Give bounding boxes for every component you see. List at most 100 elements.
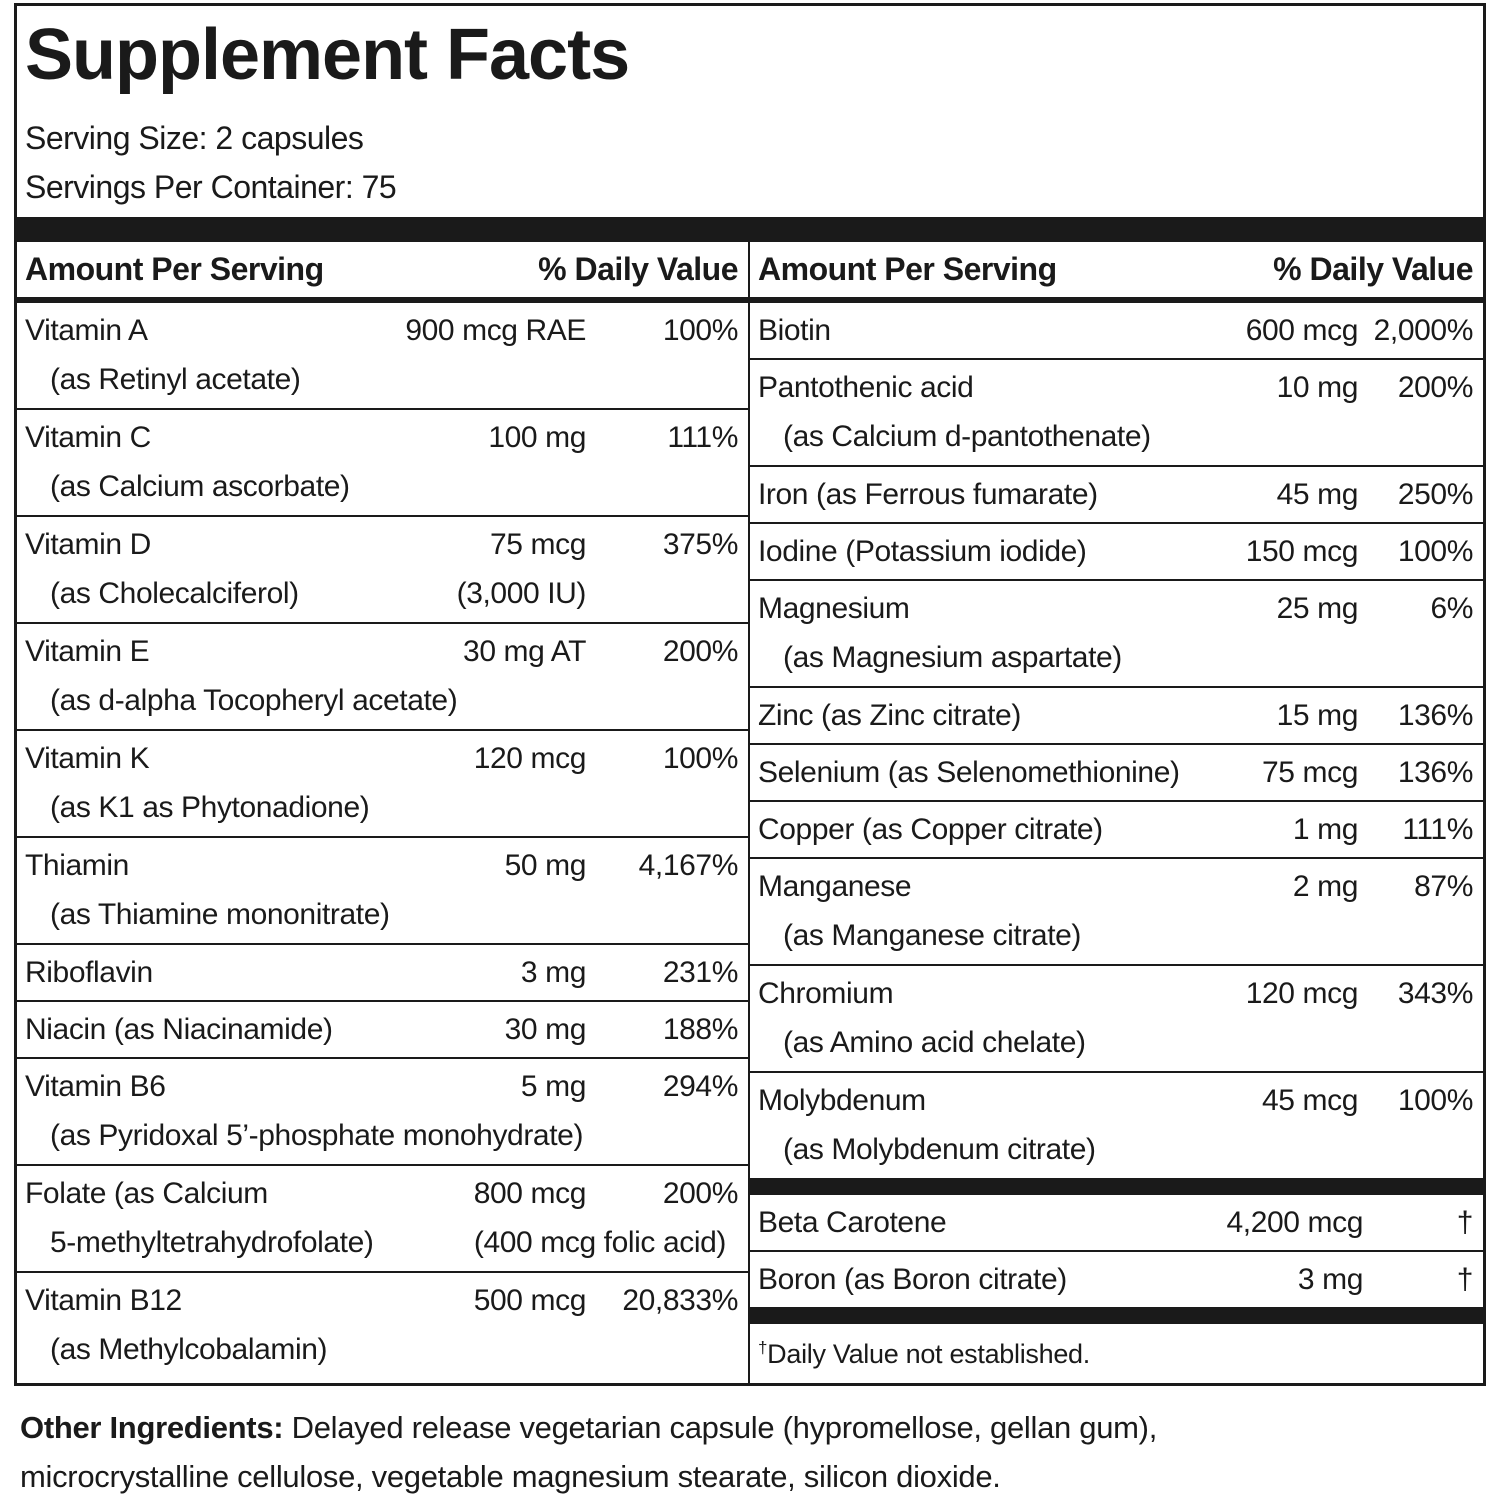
nutrient-row: Riboflavin 3 mg 231% bbox=[17, 945, 748, 1002]
nutrient-amount: 75 mcg bbox=[1262, 756, 1358, 789]
header-daily-value: % Daily Value bbox=[538, 251, 738, 287]
nutrient-name: Vitamin B12 bbox=[25, 1284, 182, 1317]
serving-size: Serving Size: 2 capsules bbox=[25, 120, 364, 156]
header-amount: Amount Per Serving bbox=[25, 251, 324, 287]
nutrient-row: Vitamin A 900 mcg RAE 100% (as Retinyl acet… bbox=[17, 303, 748, 410]
nutrient-daily-value: 100% bbox=[662, 742, 739, 775]
nutrient-amount: 30 mg AT bbox=[463, 635, 586, 668]
header-daily-value: % Daily Value bbox=[1273, 251, 1473, 287]
nutrient-daily-value: 111% bbox=[1402, 813, 1473, 846]
right-column: Amount Per Serving % Daily Value Biotin 600… bbox=[750, 242, 1483, 1383]
nutrient-daily-value: 136% bbox=[1397, 699, 1474, 732]
nutrient-daily-value: 100% bbox=[1397, 1084, 1474, 1117]
nutrient-row: Vitamin B6 5 mg 294% (as Pyridoxal 5’-phosp… bbox=[17, 1059, 748, 1166]
nutrient-daily-value: 200% bbox=[1397, 371, 1474, 404]
nutrient-row: Vitamin K 120 mcg 100% (as K1 as Phytonadio… bbox=[17, 731, 748, 838]
nutrient-row: Boron (as Boron citrate) 3 mg † bbox=[750, 1252, 1483, 1309]
divider-bar bbox=[750, 1180, 1483, 1195]
nutrient-daily-value: 87% bbox=[1414, 870, 1473, 903]
left-column: Amount Per Serving % Daily Value Vitamin A… bbox=[17, 242, 750, 1383]
nutrient-row: Molybdenum 45 mcg 100% (as Molybdenum citra… bbox=[750, 1073, 1483, 1180]
nutrient-amount-detail: (400 mcg folic acid) bbox=[473, 1226, 727, 1259]
nutrient-name: Selenium (as Selenomethionine) bbox=[758, 756, 1180, 789]
nutrient-amount: 10 mg bbox=[1276, 371, 1359, 404]
nutrient-name: Vitamin B6 bbox=[25, 1070, 166, 1103]
nutrient-amount: 15 mg bbox=[1276, 699, 1359, 732]
nutrient-amount: 4,200 mcg bbox=[1226, 1206, 1364, 1239]
nutrient-amount: 120 mcg bbox=[473, 742, 587, 775]
nutrient-name: Boron (as Boron citrate) bbox=[758, 1263, 1067, 1296]
nutrient-amount: 3 mg bbox=[1297, 1263, 1364, 1296]
nutrient-daily-value: 6% bbox=[1430, 592, 1473, 625]
nutrient-source: (as Methylcobalamin) bbox=[50, 1333, 328, 1366]
nutrient-row: Folate (as Calcium 800 mcg 200% 5-methyltet… bbox=[17, 1166, 748, 1273]
nutrient-source: (as Retinyl acetate) bbox=[50, 363, 301, 396]
nutrient-amount: 900 mcg RAE bbox=[405, 314, 586, 347]
footnote-text: Daily Value not established. bbox=[767, 1339, 1090, 1369]
nutrient-amount: 50 mg bbox=[504, 849, 587, 882]
nutrient-source: (as Manganese citrate) bbox=[783, 919, 1082, 952]
nutrient-source: 5-methyltetrahydrofolate) bbox=[50, 1226, 374, 1259]
nutrient-name: Niacin (as Niacinamide) bbox=[25, 1013, 333, 1046]
nutrient-amount: 500 mcg bbox=[473, 1284, 587, 1317]
footnote: †Daily Value not established. bbox=[750, 1324, 1483, 1370]
nutrient-amount: 30 mg bbox=[504, 1013, 587, 1046]
nutrient-row: Vitamin C 100 mg 111% (as Calcium ascorbate… bbox=[17, 410, 748, 517]
nutrient-name: Chromium bbox=[758, 977, 894, 1010]
column-header: Amount Per Serving % Daily Value bbox=[17, 242, 748, 303]
nutrient-daily-value: 294% bbox=[662, 1070, 739, 1103]
other-ingredients-text: Delayed release vegetarian capsule (hypr… bbox=[20, 1410, 1158, 1494]
nutrient-name: Vitamin A bbox=[25, 314, 148, 347]
nutrient-amount: 100 mg bbox=[488, 421, 586, 454]
nutrient-amount: 1 mg bbox=[1292, 813, 1359, 846]
nutrient-row: Chromium 120 mcg 343% (as Amino acid chelat… bbox=[750, 966, 1483, 1073]
nutrient-name: Pantothenic acid bbox=[758, 371, 974, 404]
nutrient-daily-value: 375% bbox=[662, 528, 739, 561]
nutrient-source: (as Thiamine mononitrate) bbox=[50, 898, 390, 931]
nutrient-row: Pantothenic acid 10 mg 200% (as Calcium d-p… bbox=[750, 360, 1483, 467]
nutrient-source: (as Pyridoxal 5’-phosphate monohydrate) bbox=[50, 1119, 584, 1152]
divider-bar bbox=[750, 1309, 1483, 1324]
nutrient-row: Iron (as Ferrous fumarate) 45 mg 250% bbox=[750, 467, 1483, 524]
nutrient-name: Molybdenum bbox=[758, 1084, 926, 1117]
nutrient-name: Biotin bbox=[758, 314, 831, 347]
nutrient-daily-value: 200% bbox=[662, 635, 739, 668]
nutrient-amount: 2 mg bbox=[1292, 870, 1359, 903]
nutrient-row: Biotin 600 mcg 2,000% bbox=[750, 303, 1483, 360]
other-ingredients: Other Ingredients: Delayed release veget… bbox=[20, 1403, 1360, 1501]
nutrient-daily-value: 2,000% bbox=[1373, 314, 1474, 347]
nutrient-amount: 150 mcg bbox=[1245, 535, 1359, 568]
nutrient-amount: 25 mg bbox=[1276, 592, 1359, 625]
title: Supplement Facts bbox=[25, 15, 630, 95]
nutrient-amount: 600 mcg bbox=[1245, 314, 1359, 347]
header-amount: Amount Per Serving bbox=[758, 251, 1057, 287]
nutrient-name: Iodine (Potassium iodide) bbox=[758, 535, 1087, 568]
nutrient-source: (as Calcium ascorbate) bbox=[50, 470, 350, 503]
footnote-mark: † bbox=[758, 1338, 768, 1357]
other-ingredients-label: Other Ingredients: bbox=[20, 1410, 284, 1445]
nutrient-source: (as Molybdenum citrate) bbox=[783, 1133, 1096, 1166]
nutrient-daily-value: 231% bbox=[662, 956, 739, 989]
nutrient-name: Iron (as Ferrous fumarate) bbox=[758, 478, 1098, 511]
nutrient-name: Manganese bbox=[758, 870, 912, 903]
nutrient-name: Riboflavin bbox=[25, 956, 153, 989]
nutrient-daily-value: 100% bbox=[1397, 535, 1474, 568]
nutrient-amount: 3 mg bbox=[520, 956, 587, 989]
nutrient-row: Vitamin E 30 mg AT 200% (as d-alpha Tocophe… bbox=[17, 624, 748, 731]
nutrient-daily-value: 136% bbox=[1397, 756, 1474, 789]
nutrient-daily-value: 20,833% bbox=[622, 1284, 738, 1317]
nutrient-amount-detail: (3,000 IU) bbox=[456, 577, 587, 610]
nutrient-row: Vitamin B12 500 mcg 20,833% (as Methylcobal… bbox=[17, 1273, 748, 1380]
nutrient-daily-value: 4,167% bbox=[638, 849, 739, 882]
nutrient-source: (as d-alpha Tocopheryl acetate) bbox=[50, 684, 458, 717]
nutrient-name: Vitamin E bbox=[25, 635, 150, 668]
nutrient-row: Thiamin 50 mg 4,167% (as Thiamine mononitra… bbox=[17, 838, 748, 945]
nutrient-source: (as Cholecalciferol) bbox=[50, 577, 299, 610]
supplement-facts-panel: Supplement Facts Serving Size: 2 capsule… bbox=[14, 3, 1486, 1386]
servings-per-container: Servings Per Container: 75 bbox=[25, 169, 397, 205]
divider-bar bbox=[17, 217, 1483, 242]
nutrient-row: Beta Carotene 4,200 mcg † bbox=[750, 1195, 1483, 1252]
nutrient-row: Zinc (as Zinc citrate) 15 mg 136% bbox=[750, 688, 1483, 745]
nutrient-name: Vitamin C bbox=[25, 421, 151, 454]
nutrient-name: Thiamin bbox=[25, 849, 129, 882]
